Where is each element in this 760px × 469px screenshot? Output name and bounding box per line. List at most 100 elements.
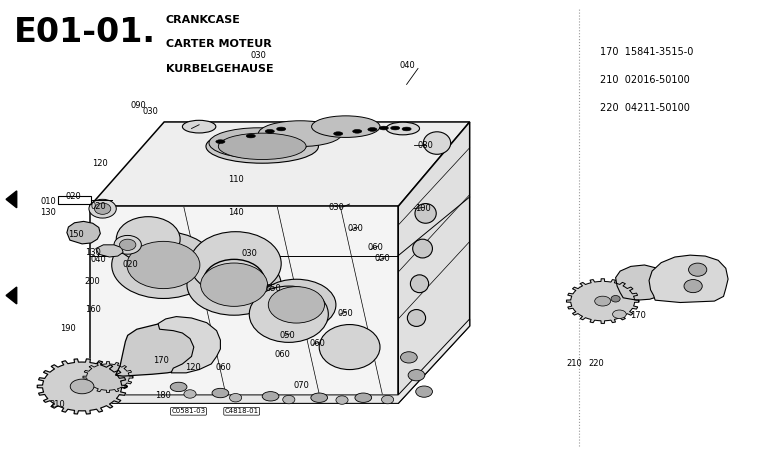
Ellipse shape (268, 287, 325, 323)
Ellipse shape (402, 127, 411, 131)
Text: 020: 020 (65, 191, 81, 201)
Polygon shape (96, 245, 123, 257)
Ellipse shape (613, 310, 626, 318)
Text: 030: 030 (251, 51, 266, 60)
Ellipse shape (70, 379, 94, 394)
Ellipse shape (368, 128, 377, 131)
Ellipse shape (209, 128, 308, 159)
Text: 060: 060 (275, 350, 290, 359)
Ellipse shape (386, 122, 420, 135)
Polygon shape (90, 122, 470, 206)
Text: 140: 140 (228, 208, 243, 218)
Ellipse shape (611, 295, 620, 302)
Text: C4818-01: C4818-01 (225, 408, 258, 414)
Text: 060: 060 (310, 339, 325, 348)
Text: E01-01.: E01-01. (14, 16, 156, 49)
Text: 120: 120 (185, 363, 201, 372)
Ellipse shape (258, 121, 342, 146)
Text: 200: 200 (85, 277, 100, 286)
Text: 170: 170 (631, 310, 646, 320)
Text: 030: 030 (348, 224, 363, 234)
Ellipse shape (112, 232, 215, 298)
Ellipse shape (257, 279, 336, 331)
Ellipse shape (410, 275, 429, 293)
Text: 080: 080 (418, 141, 433, 150)
Text: 100: 100 (415, 204, 430, 213)
Ellipse shape (684, 280, 702, 293)
Text: 180: 180 (155, 391, 170, 401)
Text: 210: 210 (567, 358, 582, 368)
Text: 130: 130 (40, 208, 55, 217)
Text: 040: 040 (91, 255, 106, 265)
Text: 130: 130 (85, 248, 100, 257)
Ellipse shape (355, 393, 372, 402)
Ellipse shape (216, 140, 225, 144)
Ellipse shape (265, 129, 274, 133)
Text: 060: 060 (368, 243, 383, 252)
Ellipse shape (119, 239, 136, 250)
Polygon shape (83, 362, 133, 393)
Ellipse shape (401, 352, 417, 363)
Text: 150: 150 (68, 230, 84, 239)
Text: 030: 030 (143, 107, 158, 116)
Ellipse shape (311, 393, 328, 402)
Ellipse shape (230, 393, 242, 402)
Polygon shape (90, 319, 470, 403)
Text: 220: 220 (588, 358, 603, 368)
Ellipse shape (206, 129, 318, 163)
Text: 070: 070 (293, 381, 309, 390)
Text: C0581-03: C0581-03 (172, 408, 205, 414)
Ellipse shape (116, 217, 180, 262)
Polygon shape (116, 323, 205, 376)
Polygon shape (6, 191, 17, 208)
Polygon shape (616, 265, 670, 300)
Text: 170  15841-3515-0: 170 15841-3515-0 (600, 47, 694, 57)
Polygon shape (398, 122, 470, 403)
Ellipse shape (246, 134, 255, 138)
Polygon shape (566, 279, 639, 324)
Ellipse shape (212, 388, 229, 398)
Polygon shape (37, 359, 127, 414)
Ellipse shape (182, 121, 216, 133)
Ellipse shape (689, 263, 707, 276)
Text: 020: 020 (123, 260, 138, 270)
Ellipse shape (408, 370, 425, 381)
Ellipse shape (114, 235, 141, 254)
Ellipse shape (415, 204, 436, 223)
Ellipse shape (184, 390, 196, 398)
Text: CARTER MOTEUR: CARTER MOTEUR (166, 39, 271, 49)
Text: 110: 110 (228, 174, 243, 184)
Text: 050: 050 (337, 309, 353, 318)
Ellipse shape (170, 382, 187, 392)
Polygon shape (90, 206, 398, 403)
Polygon shape (67, 221, 100, 244)
Text: 210  02016-50100: 210 02016-50100 (600, 75, 690, 85)
Ellipse shape (190, 232, 281, 295)
Ellipse shape (353, 129, 362, 133)
Ellipse shape (94, 203, 111, 214)
Ellipse shape (283, 395, 295, 404)
Ellipse shape (262, 392, 279, 401)
Text: 050: 050 (266, 284, 281, 294)
Ellipse shape (382, 395, 394, 404)
Ellipse shape (416, 386, 432, 397)
Ellipse shape (277, 127, 286, 131)
Text: 210: 210 (50, 400, 65, 409)
Text: 060: 060 (216, 363, 231, 372)
Text: 160: 160 (85, 305, 100, 314)
Polygon shape (649, 255, 728, 303)
Ellipse shape (595, 296, 611, 306)
Ellipse shape (201, 263, 268, 306)
Text: 050: 050 (375, 254, 390, 264)
Ellipse shape (249, 286, 328, 342)
Text: 190: 190 (61, 324, 76, 333)
Polygon shape (158, 317, 220, 373)
Text: 030: 030 (329, 203, 344, 212)
Text: 020: 020 (91, 202, 106, 211)
Ellipse shape (319, 325, 380, 370)
Text: 120: 120 (93, 159, 108, 168)
Text: 090: 090 (131, 101, 146, 110)
Text: 050: 050 (280, 331, 295, 340)
Text: 010: 010 (40, 197, 55, 206)
Text: CRANKCASE: CRANKCASE (166, 15, 241, 25)
